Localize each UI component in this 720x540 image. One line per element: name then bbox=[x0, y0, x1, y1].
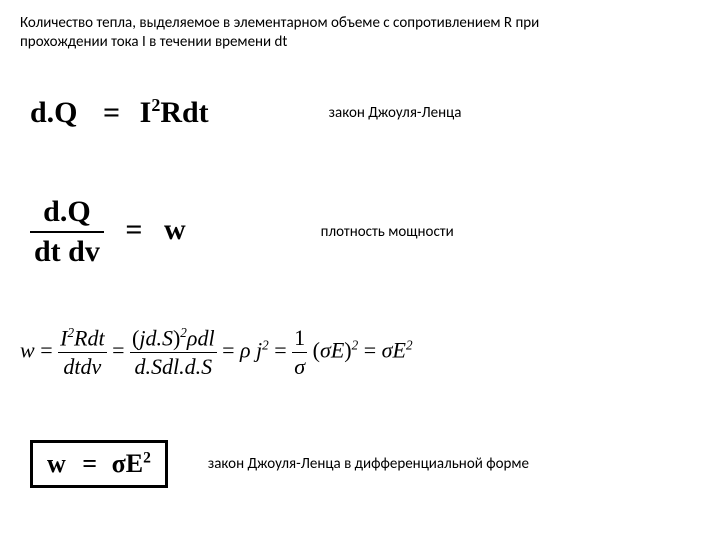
eq3-f1b: Rdt bbox=[74, 325, 105, 350]
eq3-pin: σE bbox=[320, 338, 344, 363]
joule-lenz-eq: d.Q = I2Rdt bbox=[30, 95, 209, 130]
eq3-f2in: jd.S bbox=[139, 325, 173, 350]
eq2-fraction: d.Q dt dv bbox=[30, 195, 104, 269]
eq3-frac2: (jd.S)2ρdl d.Sdl.d.S bbox=[130, 325, 217, 380]
eq3-f1den: dtdν bbox=[58, 353, 106, 380]
derivation-eq: w = I2Rdt dtdν = (jd.S)2ρdl d.Sdl.d.S = … bbox=[20, 325, 700, 380]
eq2-label: плотность мощности bbox=[321, 223, 454, 241]
power-density-eq: d.Q dt dv = w bbox=[30, 195, 186, 269]
eq4-lhs: w bbox=[47, 449, 66, 478]
equation-row-2: d.Q dt dv = w плотность мощности bbox=[30, 195, 700, 269]
intro-text: Количество тепла, выделяемое в элементар… bbox=[20, 14, 700, 52]
equation-row-4: w = σE2 закон Джоуля-Ленца в дифференциа… bbox=[30, 440, 700, 488]
eq3-lhs: w bbox=[20, 338, 35, 363]
equation-row-3: w = I2Rdt dtdν = (jd.S)2ρdl d.Sdl.d.S = … bbox=[20, 325, 700, 380]
eq3-frac3: 1 σ bbox=[292, 325, 307, 380]
eq4-exp: 2 bbox=[143, 449, 151, 466]
eq3-mida: ρ j bbox=[240, 338, 262, 363]
equation-row-1: d.Q = I2Rdt закон Джоуля-Ленца bbox=[30, 95, 700, 130]
intro-line1: Количество тепла, выделяемое в элементар… bbox=[20, 14, 539, 32]
eq3-midexp: 2 bbox=[262, 337, 269, 352]
eq1-tail: Rdt bbox=[160, 96, 208, 129]
eq4-label: закон Джоуля-Ленца в дифференциальной фо… bbox=[208, 455, 529, 473]
intro-line2: прохождении тока I в течении времени dt bbox=[20, 33, 287, 51]
eq3-tailexp: 2 bbox=[406, 337, 413, 352]
eq3-frac1: I2Rdt dtdν bbox=[58, 325, 106, 380]
eq3-f3den: σ bbox=[292, 353, 307, 380]
eq1-base: I bbox=[140, 96, 152, 129]
eq4-sigma: σE bbox=[112, 449, 143, 478]
eq3-f2den: d.Sdl.d.S bbox=[130, 353, 217, 380]
eq1-lhs: d.Q bbox=[30, 96, 78, 129]
boxed-result: w = σE2 bbox=[30, 440, 168, 488]
eq1-exp: 2 bbox=[151, 95, 160, 115]
eq3-taila: σE bbox=[382, 338, 406, 363]
eq1-label: закон Джоуля-Ленца bbox=[329, 104, 462, 122]
eq2-den: dt dv bbox=[30, 233, 104, 269]
eq3-f3num: 1 bbox=[292, 325, 307, 353]
eq2-rhs: w bbox=[164, 213, 186, 246]
eq3-f2tail: ρdl bbox=[187, 325, 215, 350]
eq3-f2exp: 2 bbox=[180, 325, 187, 340]
eq3-pexp: 2 bbox=[352, 337, 359, 352]
eq2-num: d.Q bbox=[30, 195, 104, 233]
